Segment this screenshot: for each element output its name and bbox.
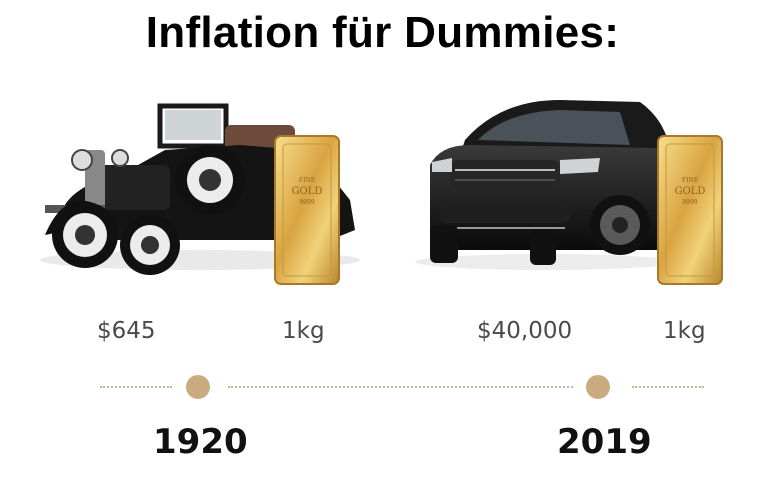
gold-2019: 1kg (663, 318, 706, 344)
price-2019-car: $40,000 (477, 318, 573, 344)
gold-bar-icon: FINE GOLD 9999 (657, 135, 723, 285)
svg-text:9999: 9999 (299, 199, 314, 206)
timeline-dot-1920 (186, 375, 210, 399)
svg-text:FINE: FINE (299, 177, 315, 184)
timeline-dot-2019 (586, 375, 610, 399)
year-2019: 2019 (557, 422, 652, 462)
svg-text:FINE: FINE (682, 177, 698, 184)
gold-bar-icon: FINE GOLD 9999 (274, 135, 340, 285)
illustration: FINE GOLD 9999 FINE GOLD 9999 (40, 100, 723, 285)
gold-1920: 1kg (282, 318, 325, 344)
timeline-line-middle (228, 386, 573, 388)
suv-car-icon (415, 100, 685, 270)
year-1920: 1920 (153, 422, 248, 462)
svg-text:GOLD: GOLD (675, 186, 706, 197)
page-title: Inflation für Dummies: (145, 8, 620, 57)
timeline (0, 372, 765, 402)
timeline-line-right (632, 386, 704, 388)
svg-text:GOLD: GOLD (292, 186, 323, 197)
svg-text:9999: 9999 (682, 199, 697, 206)
timeline-line-left (100, 386, 172, 388)
price-1920-car: $645 (97, 318, 156, 344)
